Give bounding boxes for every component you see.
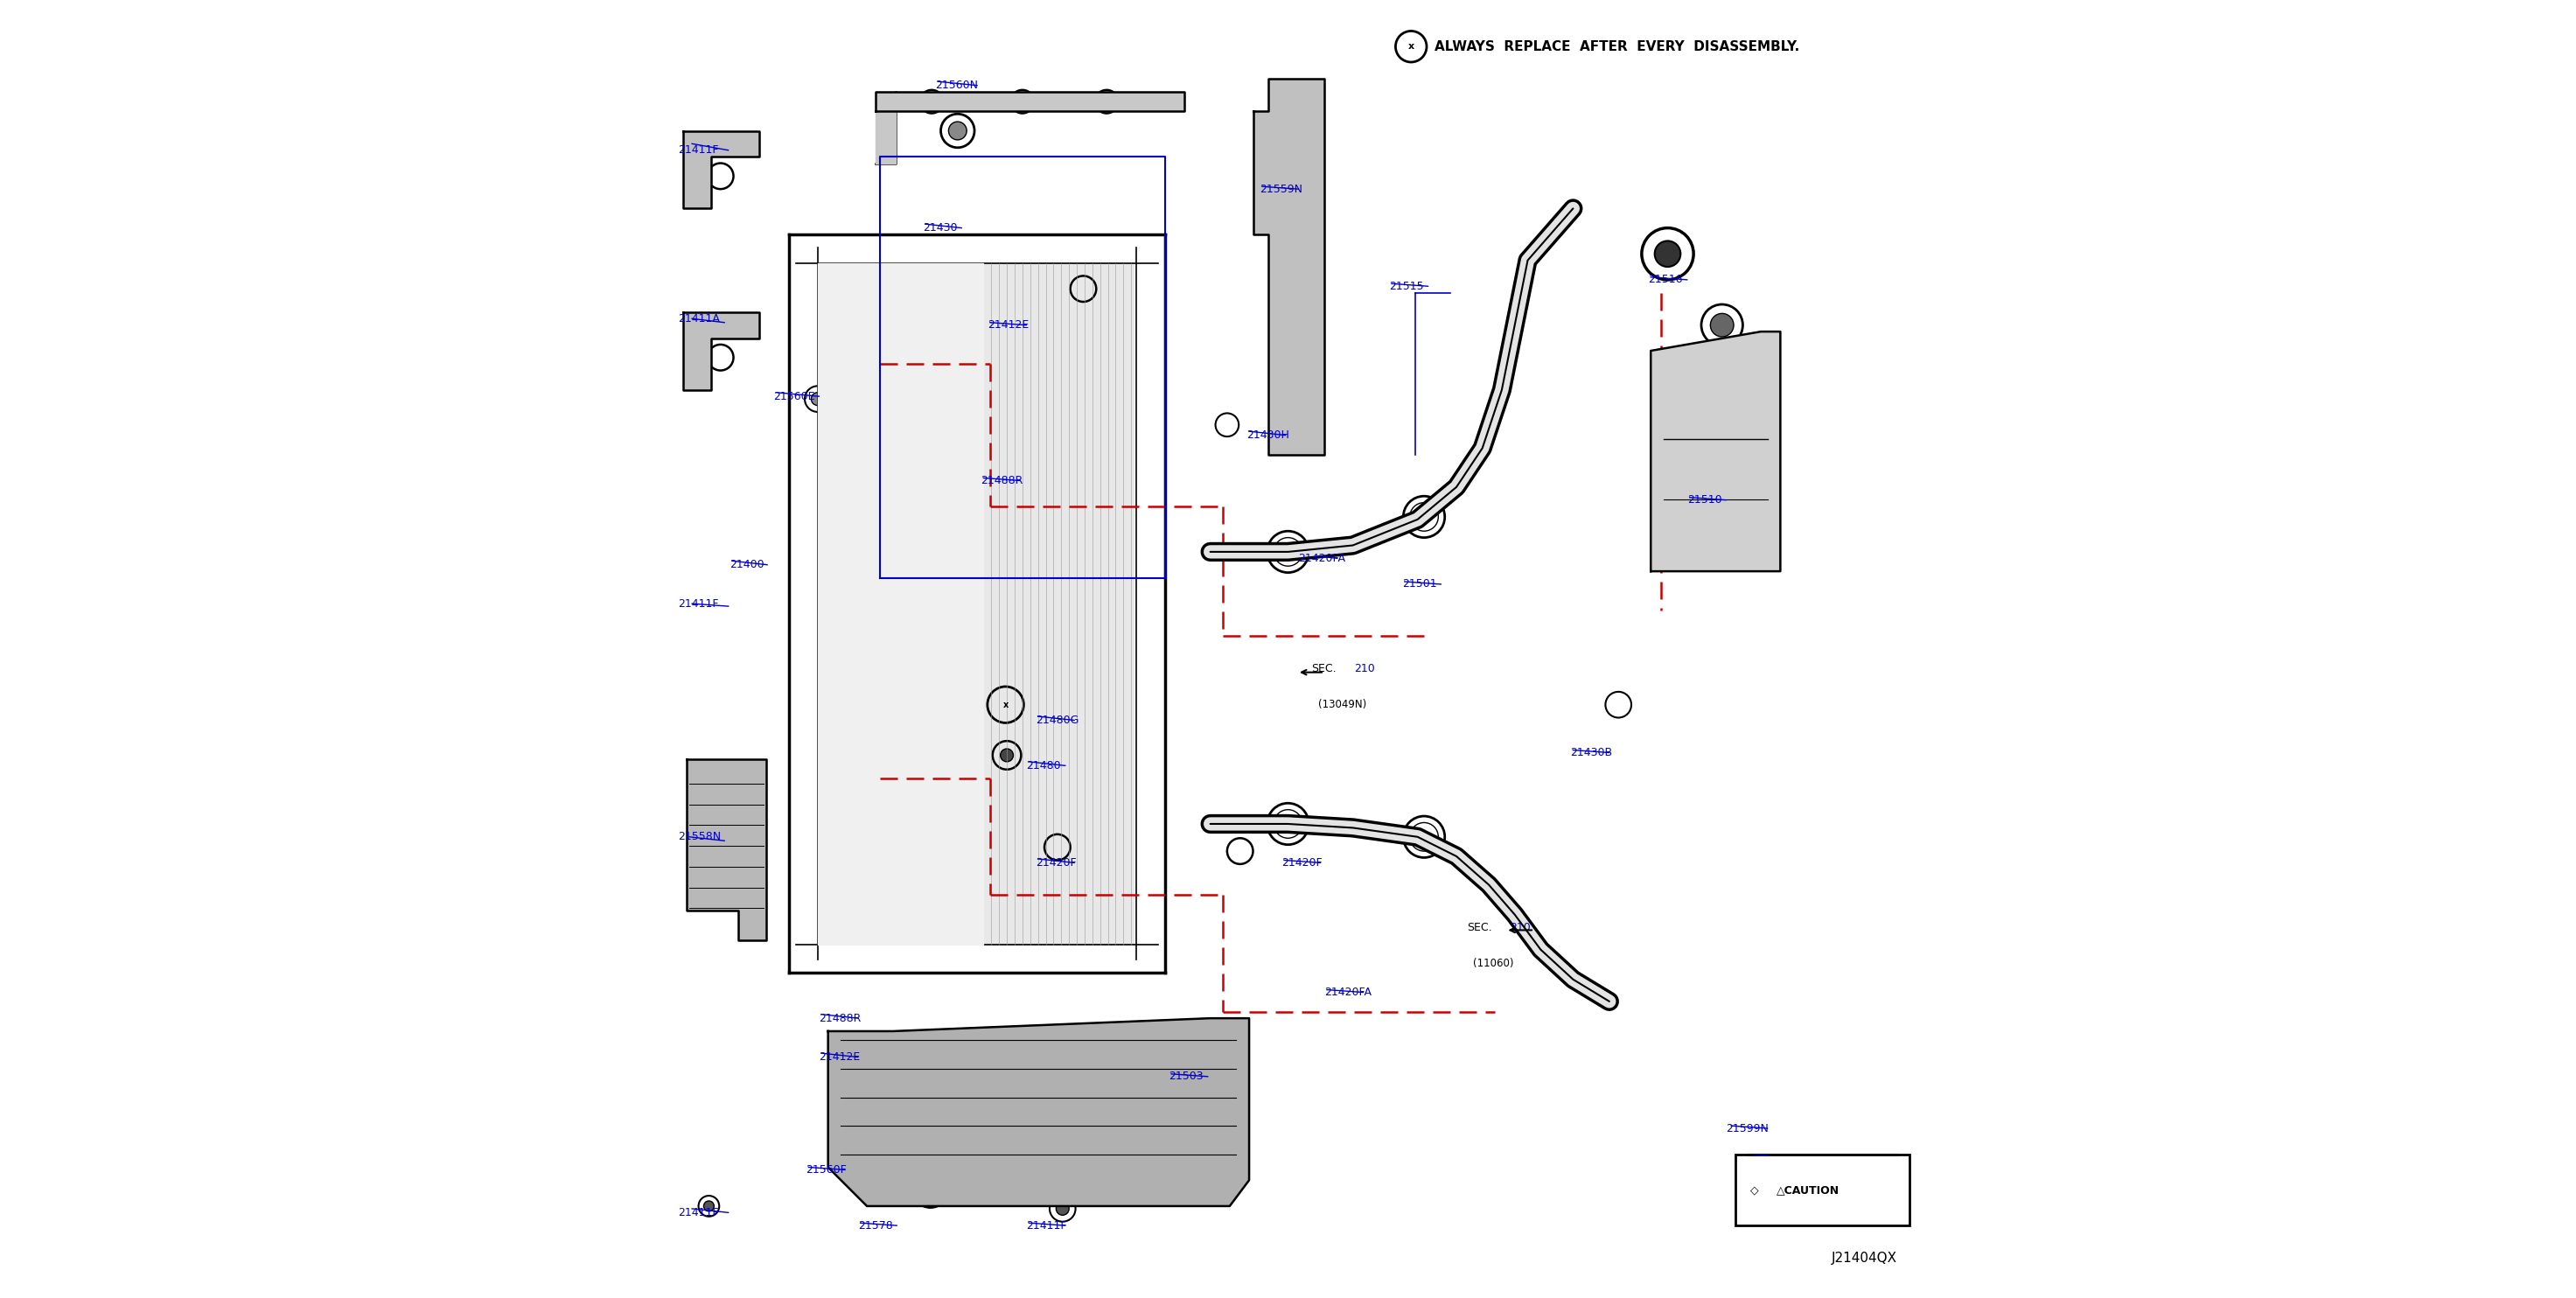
Text: x: x (1002, 701, 1007, 709)
Text: 21515: 21515 (1388, 280, 1425, 292)
Text: 21559N: 21559N (1260, 183, 1303, 195)
Text: x: x (1409, 43, 1414, 51)
Text: 21412E: 21412E (987, 319, 1028, 331)
Polygon shape (876, 92, 1185, 112)
Text: SEC.: SEC. (1466, 922, 1492, 933)
Text: 21400: 21400 (729, 559, 765, 571)
Text: 21420FA: 21420FA (1324, 986, 1370, 998)
Text: J21404QX: J21404QX (1832, 1251, 1896, 1264)
Text: ◇: ◇ (1752, 1184, 1759, 1195)
Circle shape (1157, 1166, 1172, 1181)
Text: 21560N: 21560N (935, 79, 979, 91)
Circle shape (811, 392, 824, 405)
Text: 21578: 21578 (858, 1220, 894, 1232)
Text: 210: 210 (1510, 922, 1530, 933)
Text: 21560F: 21560F (806, 1164, 848, 1176)
Text: 21420F: 21420F (1280, 857, 1321, 868)
Text: △CAUTION: △CAUTION (1777, 1184, 1839, 1195)
Circle shape (948, 122, 966, 140)
Text: 21411F: 21411F (677, 598, 719, 609)
Text: 21480G: 21480G (1036, 715, 1079, 726)
Text: 210: 210 (1355, 663, 1376, 674)
Circle shape (1066, 1166, 1082, 1181)
Circle shape (1710, 313, 1734, 336)
Circle shape (703, 1201, 714, 1211)
Polygon shape (1252, 79, 1324, 454)
Circle shape (1018, 96, 1028, 106)
Text: ALWAYS  REPLACE  AFTER  EVERY  DISASSEMBLY.: ALWAYS REPLACE AFTER EVERY DISASSEMBLY. (1435, 40, 1801, 53)
Text: 21488R: 21488R (819, 1012, 860, 1024)
Text: 21412E: 21412E (819, 1051, 860, 1063)
Text: 21430B: 21430B (1571, 746, 1613, 758)
Text: 21501: 21501 (1401, 579, 1437, 589)
Circle shape (886, 1166, 902, 1181)
Text: 21411F: 21411F (677, 144, 719, 156)
Circle shape (922, 1180, 940, 1198)
Bar (1736, 1154, 1909, 1225)
Circle shape (1103, 96, 1113, 106)
Polygon shape (817, 263, 984, 945)
Circle shape (1056, 1202, 1069, 1215)
Text: 21560E: 21560E (773, 391, 814, 402)
Text: (13049N): (13049N) (1319, 700, 1365, 710)
Polygon shape (688, 759, 765, 941)
Polygon shape (1651, 331, 1780, 571)
Text: 21430: 21430 (922, 222, 958, 234)
Text: 21558N: 21558N (677, 831, 721, 842)
Text: 21411A: 21411A (677, 313, 719, 324)
Text: 21480: 21480 (1025, 759, 1061, 771)
Polygon shape (683, 131, 760, 209)
Circle shape (969, 1166, 984, 1181)
Polygon shape (827, 1018, 1249, 1206)
Text: 21411F: 21411F (1025, 1220, 1066, 1232)
Text: 21488R: 21488R (981, 475, 1023, 487)
Polygon shape (984, 263, 1133, 945)
Polygon shape (683, 312, 760, 389)
Text: SEC.: SEC. (1311, 663, 1337, 674)
Text: 21411F: 21411F (677, 1207, 719, 1219)
Circle shape (1654, 241, 1680, 267)
Text: 21516: 21516 (1649, 274, 1682, 286)
Circle shape (999, 749, 1012, 762)
Text: 21420F: 21420F (1036, 857, 1077, 868)
Text: 21420FA: 21420FA (1298, 553, 1345, 565)
Text: (11060): (11060) (1473, 958, 1515, 970)
Text: 21599N: 21599N (1726, 1123, 1770, 1134)
Text: 21510: 21510 (1687, 495, 1721, 506)
Text: 21430H: 21430H (1247, 430, 1291, 441)
Text: 21503: 21503 (1170, 1071, 1203, 1083)
Circle shape (927, 96, 938, 106)
Polygon shape (876, 92, 896, 164)
